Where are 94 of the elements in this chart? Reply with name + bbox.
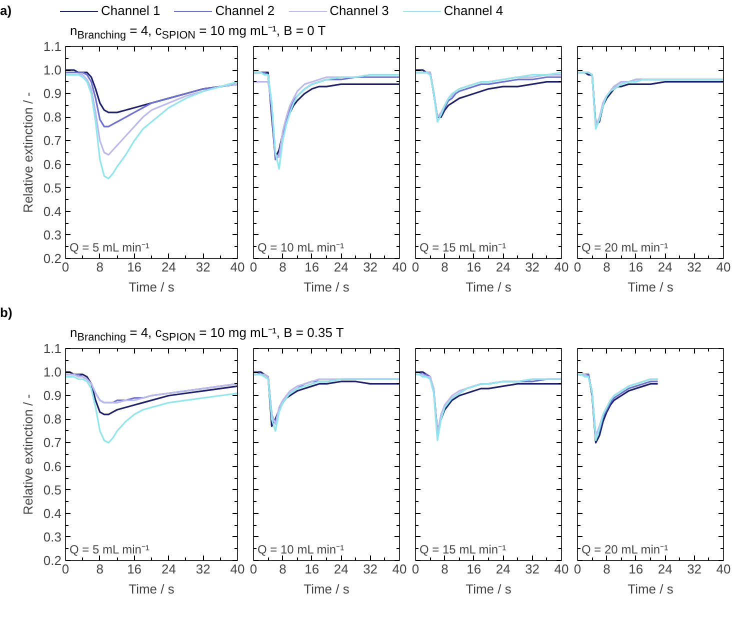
x-tick-label: 32 bbox=[196, 260, 210, 274]
legend-label: Channel 4 bbox=[444, 3, 504, 18]
legend-label: Channel 1 bbox=[101, 3, 160, 18]
x-tick-label: 24 bbox=[658, 260, 672, 274]
x-tick-label: 32 bbox=[196, 562, 210, 576]
y-tick-label: 0.4 bbox=[43, 506, 62, 521]
x-tick-label: 0 bbox=[250, 260, 258, 274]
x-tick-label: 24 bbox=[334, 260, 348, 274]
y-tick-label: 1.1 bbox=[43, 341, 62, 356]
x-tick-label: 24 bbox=[161, 260, 176, 274]
x-tick-label: 16 bbox=[127, 260, 142, 274]
y-tick-label: 0.2 bbox=[43, 251, 62, 266]
x-tick-label: 8 bbox=[96, 260, 104, 274]
annotation: Q = 15 mL min⁻¹ bbox=[420, 240, 506, 254]
y-tick-label: 0.7 bbox=[43, 435, 62, 450]
y-tick-label: 1.0 bbox=[43, 62, 62, 78]
y-axis-title: Relative extinction / - bbox=[20, 394, 36, 515]
y-tick-label: 0.9 bbox=[43, 388, 62, 404]
chart-subtitle: n$_{Branching}$ = 4, c$_{SPION}$ = 10 mg mL⁻¹, B = 0.35 T bbox=[70, 324, 344, 346]
x-tick-label: 32 bbox=[525, 562, 540, 576]
x-tick-label: 16 bbox=[628, 260, 644, 274]
x-axis-title: Time / s bbox=[628, 280, 674, 294]
x-tick-label: 16 bbox=[466, 562, 482, 576]
annotation: Q = 20 mL min⁻¹ bbox=[582, 542, 668, 556]
x-tick-label: 40 bbox=[716, 260, 731, 274]
x-tick-label: 0 bbox=[574, 260, 582, 274]
x-tick-label: 8 bbox=[441, 260, 448, 274]
x-tick-label: 0 bbox=[62, 260, 70, 274]
x-axis-title: Time / s bbox=[466, 582, 512, 596]
y-tick-label: 0.2 bbox=[43, 553, 62, 568]
y-tick-label: 0.9 bbox=[43, 86, 62, 102]
x-tick-label: 24 bbox=[334, 562, 348, 576]
y-tick-label: 0.4 bbox=[43, 204, 62, 219]
x-tick-label: 32 bbox=[363, 562, 378, 576]
x-tick-label: 32 bbox=[363, 260, 378, 274]
x-tick-label: 8 bbox=[441, 562, 448, 576]
x-tick-label: 24 bbox=[161, 562, 176, 576]
y-tick-label: 0.6 bbox=[43, 156, 62, 172]
y-tick-label: 0.8 bbox=[43, 110, 62, 125]
x-tick-label: 24 bbox=[496, 260, 510, 274]
x-tick-label: 0 bbox=[574, 562, 582, 576]
x-tick-label: 40 bbox=[716, 562, 731, 576]
y-axis-title: Relative extinction / - bbox=[20, 92, 36, 213]
x-tick-label: 32 bbox=[687, 562, 702, 576]
y-tick-label: 0.8 bbox=[43, 412, 62, 427]
x-tick-label: 0 bbox=[412, 260, 420, 274]
x-axis-title: Time / s bbox=[304, 280, 350, 294]
x-tick-label: 8 bbox=[603, 562, 610, 576]
x-tick-label: 40 bbox=[230, 562, 245, 576]
x-tick-label: 40 bbox=[392, 562, 407, 576]
x-tick-label: 32 bbox=[687, 260, 702, 274]
x-tick-label: 8 bbox=[279, 562, 286, 576]
y-tick-label: 1.0 bbox=[43, 364, 62, 380]
x-tick-label: 24 bbox=[658, 562, 672, 576]
x-tick-label: 24 bbox=[496, 562, 510, 576]
x-tick-label: 40 bbox=[392, 260, 407, 274]
annotation: Q = 15 mL min⁻¹ bbox=[420, 542, 506, 556]
annotation: Q = 5 mL min⁻¹ bbox=[70, 240, 150, 254]
x-axis-title: Time / s bbox=[304, 582, 350, 596]
annotation: Q = 10 mL min⁻¹ bbox=[258, 240, 344, 254]
annotation: Q = 5 mL min⁻¹ bbox=[70, 542, 150, 556]
x-axis-title: Time / s bbox=[466, 280, 512, 294]
x-axis-title: Time / s bbox=[128, 280, 175, 294]
y-tick-label: 0.3 bbox=[43, 227, 62, 242]
x-tick-label: 40 bbox=[230, 260, 245, 274]
chart-title: b) bbox=[0, 304, 12, 322]
x-axis-title: Time / s bbox=[628, 582, 674, 596]
x-tick-label: 16 bbox=[628, 562, 644, 576]
legend-label: Channel 2 bbox=[215, 3, 275, 18]
x-tick-label: 0 bbox=[412, 562, 420, 576]
x-axis-title: Time / s bbox=[128, 582, 175, 596]
annotation: Q = 10 mL min⁻¹ bbox=[258, 542, 344, 556]
chart-title: a) bbox=[0, 2, 12, 20]
x-tick-label: 16 bbox=[127, 562, 142, 576]
x-tick-label: 8 bbox=[96, 562, 104, 576]
x-tick-label: 32 bbox=[525, 260, 540, 274]
x-tick-label: 40 bbox=[554, 260, 569, 274]
x-tick-label: 0 bbox=[250, 562, 258, 576]
y-tick-label: 0.5 bbox=[43, 482, 62, 498]
x-tick-label: 0 bbox=[62, 562, 70, 576]
x-tick-label: 16 bbox=[466, 260, 482, 274]
x-tick-label: 16 bbox=[304, 260, 320, 274]
x-tick-label: 8 bbox=[603, 260, 610, 274]
chart-subtitle: n$_{Branching}$ = 4, c$_{SPION}$ = 10 mg mL⁻¹, B = 0 T bbox=[70, 22, 326, 44]
x-tick-label: 16 bbox=[304, 562, 320, 576]
y-tick-label: 0.3 bbox=[43, 529, 62, 544]
y-tick-label: 1.1 bbox=[43, 39, 62, 54]
x-tick-label: 8 bbox=[279, 260, 286, 274]
legend-label: Channel 3 bbox=[330, 3, 389, 18]
y-tick-label: 0.6 bbox=[43, 458, 62, 474]
x-tick-label: 40 bbox=[554, 562, 569, 576]
y-tick-label: 0.7 bbox=[43, 133, 62, 148]
annotation: Q = 20 mL min⁻¹ bbox=[582, 240, 668, 254]
y-tick-label: 0.5 bbox=[43, 180, 62, 196]
